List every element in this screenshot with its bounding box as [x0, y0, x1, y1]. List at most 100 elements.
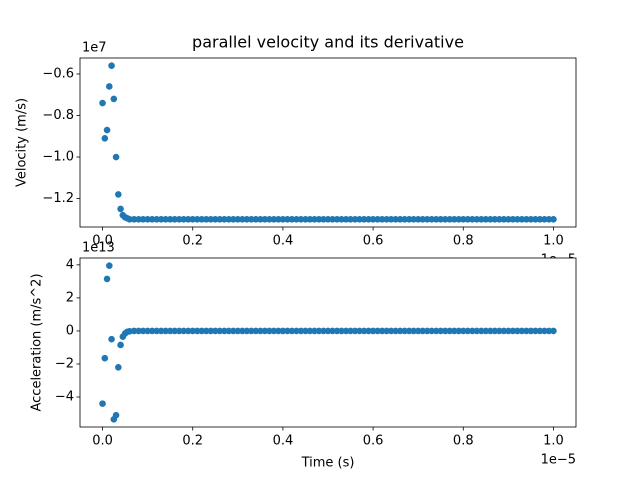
point — [527, 216, 535, 223]
x-tick-label: 0.8 — [453, 434, 474, 449]
point — [514, 216, 521, 223]
point — [523, 216, 530, 223]
point — [311, 216, 318, 223]
point — [392, 327, 399, 335]
point — [302, 216, 309, 223]
point — [432, 216, 440, 223]
point — [261, 216, 269, 223]
point — [171, 327, 178, 335]
point — [365, 216, 372, 223]
point — [266, 327, 273, 335]
point — [220, 327, 228, 335]
point — [496, 216, 503, 223]
point — [536, 327, 544, 335]
point — [297, 216, 305, 223]
point — [103, 275, 111, 283]
point — [315, 216, 323, 223]
point — [297, 327, 305, 335]
point — [419, 327, 426, 335]
point — [383, 216, 390, 223]
x-tick-label: 0.6 — [363, 234, 384, 249]
point — [198, 327, 206, 335]
point — [365, 327, 372, 335]
point — [144, 327, 151, 335]
point — [279, 216, 287, 223]
point — [459, 327, 467, 335]
point — [405, 327, 413, 335]
point — [193, 216, 201, 223]
point — [162, 327, 169, 335]
point — [257, 216, 264, 223]
point — [347, 327, 354, 335]
point — [356, 327, 363, 335]
point — [374, 216, 381, 223]
point — [234, 216, 242, 223]
x-tick-label: 0.0 — [92, 234, 113, 249]
point — [550, 216, 557, 223]
point — [211, 327, 219, 335]
point — [148, 327, 156, 335]
y-offset: 1e13 — [82, 241, 115, 256]
point — [378, 216, 386, 223]
point — [455, 327, 463, 335]
x-tick-label: 1.0 — [543, 434, 564, 449]
point — [478, 216, 485, 223]
point — [243, 327, 251, 335]
point — [117, 205, 124, 213]
point — [500, 216, 508, 223]
point — [110, 95, 118, 103]
point — [99, 400, 106, 407]
axes-background — [80, 58, 576, 227]
axes-frame — [79, 57, 577, 228]
point — [468, 216, 476, 223]
point — [279, 327, 287, 335]
point — [464, 216, 472, 223]
point — [369, 327, 377, 335]
point — [166, 327, 174, 335]
point — [423, 216, 431, 223]
point — [369, 216, 377, 223]
axes-background — [80, 258, 576, 427]
axes-frame — [79, 257, 577, 428]
y-tick-label: 2 — [66, 290, 74, 305]
point — [428, 327, 436, 335]
point — [225, 327, 233, 335]
point — [541, 327, 548, 335]
point — [482, 216, 490, 223]
point — [482, 327, 490, 335]
point — [211, 216, 219, 223]
point — [270, 216, 278, 223]
point — [117, 341, 124, 349]
point — [112, 153, 120, 161]
point — [491, 327, 499, 335]
point — [175, 216, 183, 223]
point — [473, 327, 481, 335]
point — [275, 327, 282, 335]
point — [401, 327, 408, 335]
point — [473, 216, 481, 223]
point — [230, 327, 237, 335]
point — [171, 216, 178, 223]
point — [139, 327, 147, 335]
point — [130, 216, 138, 223]
point — [356, 216, 363, 223]
point — [392, 216, 399, 223]
point — [216, 327, 224, 335]
point — [410, 327, 417, 335]
point — [505, 216, 512, 223]
point — [103, 126, 111, 134]
point — [225, 216, 233, 223]
y-axis-label: Velocity (m/s) — [15, 98, 30, 187]
point — [320, 327, 327, 335]
point — [189, 216, 197, 223]
point — [202, 327, 210, 335]
x-tick-label: 0.2 — [182, 434, 203, 449]
point — [243, 216, 251, 223]
point — [157, 327, 165, 335]
point — [527, 327, 535, 335]
point — [324, 216, 332, 223]
point — [405, 216, 413, 223]
point — [139, 216, 147, 223]
point — [500, 327, 508, 335]
point — [487, 216, 494, 223]
